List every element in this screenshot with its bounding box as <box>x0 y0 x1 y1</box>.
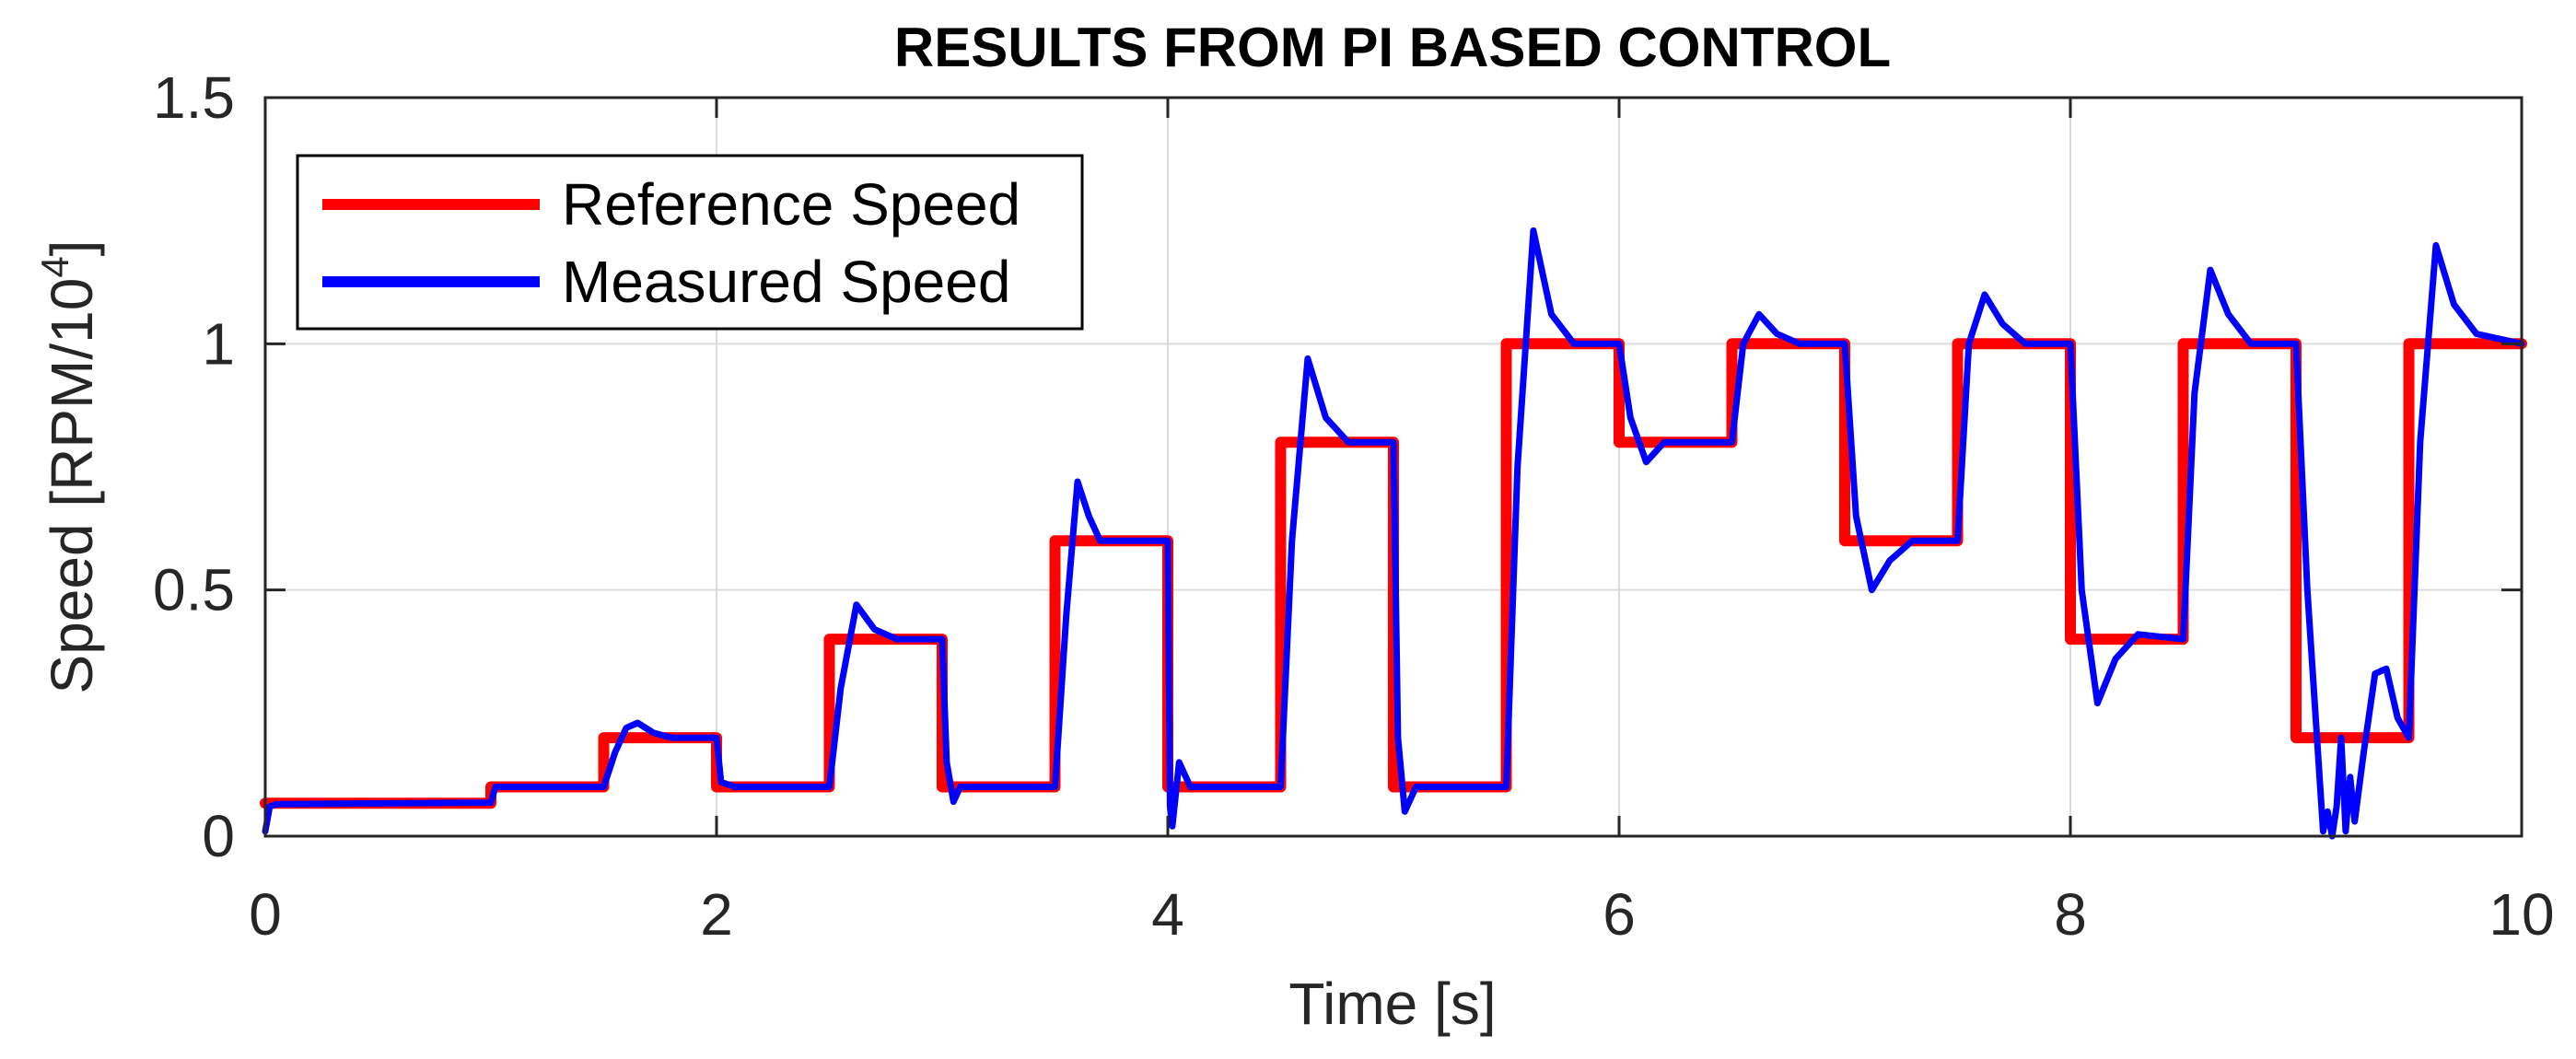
y-tick-label: 1 <box>202 310 235 377</box>
y-axis-label-end: ] <box>39 240 105 257</box>
x-tick-label: 8 <box>2054 881 2087 948</box>
series-group <box>260 227 2527 840</box>
y-tick-label: 1.5 <box>153 64 235 131</box>
legend-label-reference: Reference Speed <box>562 171 1020 238</box>
x-tick-label: 4 <box>1151 881 1184 948</box>
x-axis-label: Time [s] <box>1288 971 1496 1037</box>
legend: Reference Speed Measured Speed <box>296 154 1084 331</box>
legend-label-measured: Measured Speed <box>562 249 1010 315</box>
series-line-measured-speed <box>262 227 2525 840</box>
axis-ticks: 0 2 4 6 8 10 0 0.5 1 1.5 <box>153 64 2555 948</box>
x-tick-label: 10 <box>2489 881 2554 948</box>
y-axis-label-exponent: 4 <box>33 256 76 277</box>
y-axis-label: Speed [RPM/104] <box>33 240 105 694</box>
x-tick-label: 0 <box>249 881 282 948</box>
chart-title: RESULTS FROM PI BASED CONTROL <box>894 17 1891 78</box>
y-tick-label: 0.5 <box>153 557 235 623</box>
x-tick-label: 2 <box>700 881 733 948</box>
y-axis-label-main: Speed [RPM/10 <box>39 278 105 694</box>
legend-box <box>296 154 1084 331</box>
plot-frame <box>263 96 2524 838</box>
x-tick-label: 6 <box>1603 881 1636 948</box>
y-tick-label: 0 <box>202 803 235 869</box>
